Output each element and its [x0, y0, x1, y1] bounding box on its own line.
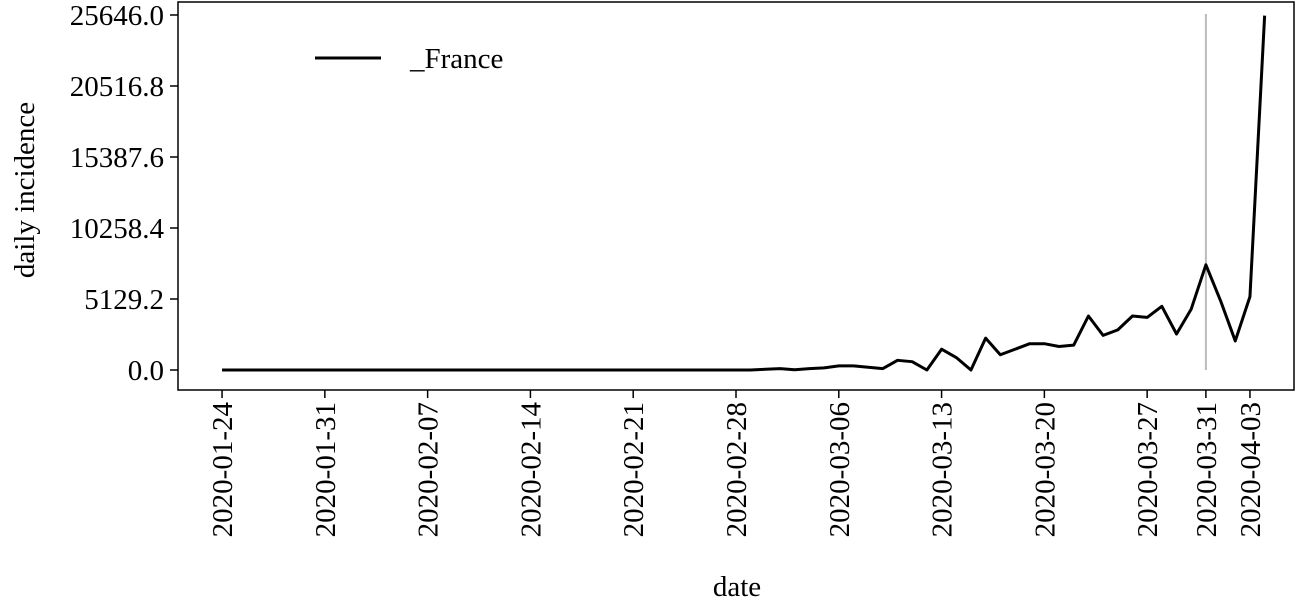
x-tick-label: 2020-03-06: [824, 402, 856, 537]
x-tick-label: 2020-03-13: [927, 402, 959, 537]
legend-label: _France: [409, 43, 503, 75]
x-axis-title: date: [713, 571, 761, 600]
x-tick-label: 2020-02-28: [721, 402, 753, 537]
x-tick-label: 2020-03-27: [1132, 402, 1164, 537]
x-tick-label: 2020-01-31: [310, 402, 342, 537]
x-tick-label: 2020-04-03: [1235, 402, 1267, 537]
x-tick-label: 2020-02-21: [618, 402, 650, 537]
x-tick-label: 2020-02-07: [413, 402, 445, 537]
y-tick-label: 0.0: [128, 355, 164, 387]
plot-frame: [177, 1, 1295, 391]
x-tick-label: 2020-01-24: [207, 402, 239, 538]
y-tick-label: 15387.6: [70, 142, 164, 174]
y-tick-label: 25646.0: [70, 0, 164, 32]
x-tick-label: 2020-03-31: [1191, 402, 1223, 537]
y-axis-title: daily incidence: [9, 102, 41, 278]
y-tick-label: 5129.2: [84, 284, 164, 316]
y-tick-label: 20516.8: [70, 71, 164, 103]
y-tick-label: 10258.4: [70, 213, 165, 245]
line-series: [222, 15, 1267, 372]
x-tick-label: 2020-03-20: [1029, 402, 1061, 537]
x-tick-label: 2020-02-14: [515, 402, 547, 538]
